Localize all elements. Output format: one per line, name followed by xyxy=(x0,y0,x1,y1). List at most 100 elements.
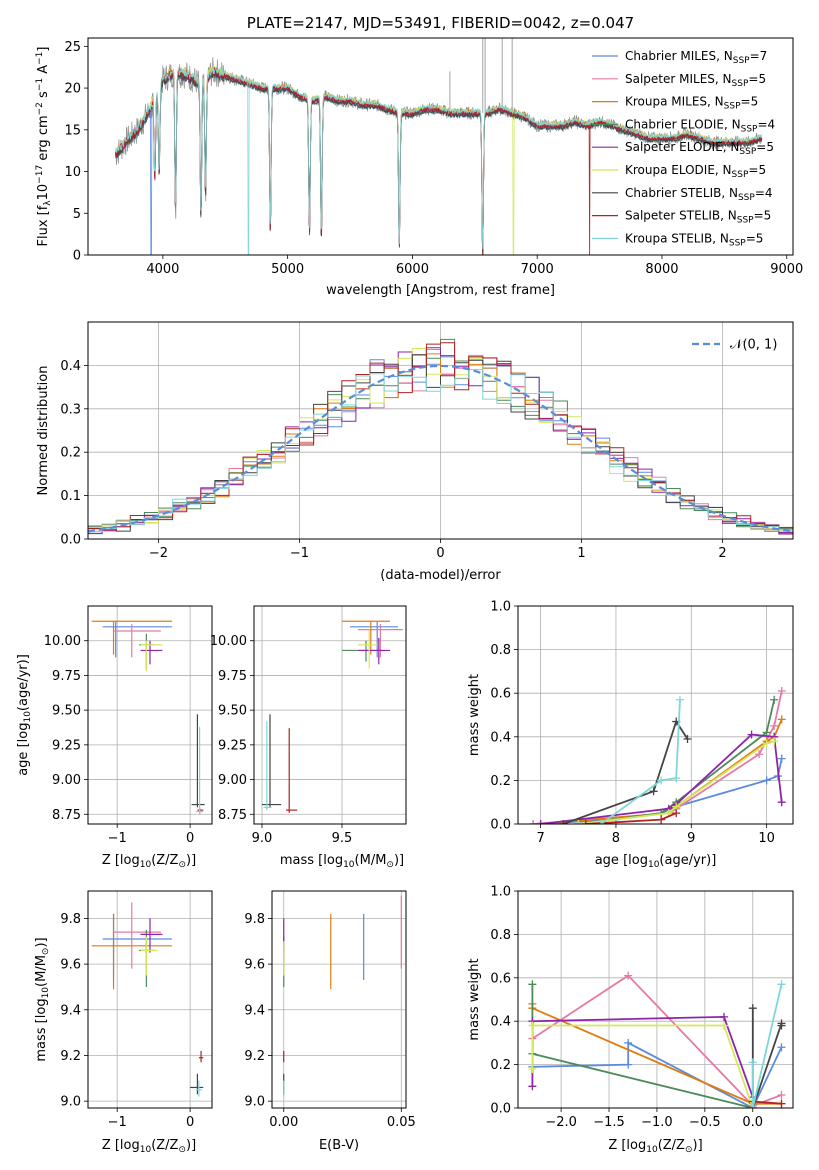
mz-xlabel: Z [log10(Z/Z⊙)] xyxy=(102,1138,196,1155)
residuals-xtick-label-0: −2 xyxy=(149,546,168,561)
mz-ytick-label-0: 9.0 xyxy=(60,1095,81,1110)
wage-ytick-label-4: 0.8 xyxy=(490,643,511,658)
wz-marker-salpeter_stelib-1 xyxy=(777,1099,786,1108)
wz-marker-chabrier_elodie-0 xyxy=(528,980,537,989)
wage-marker-chabrier_miles-6 xyxy=(777,754,786,763)
agez-ylabel-part-1: 10 xyxy=(23,711,33,723)
spectrum-legend-label-chabrier_miles-part-2: =7 xyxy=(750,49,768,63)
wage-marker-chabrier_elodie-4 xyxy=(770,695,779,704)
wz-xtick-label-0: −2.0 xyxy=(545,1115,577,1130)
wz-ylabel: mass weight xyxy=(467,958,482,1040)
agem-ytick-label-4: 9.75 xyxy=(218,669,247,684)
agem-ytick-label-1: 9.00 xyxy=(218,773,247,788)
mz-frame xyxy=(87,890,213,1109)
spectrum-xlabel: wavelength [Angstrom, rest frame] xyxy=(326,283,555,298)
mz-ylabel-part-0: mass [log xyxy=(34,998,49,1061)
mz-ylabel-part-3: ⊙ xyxy=(41,948,51,956)
residuals-hist-kroupa_stelib xyxy=(88,369,793,539)
wage-marker-chabrier_stelib-0 xyxy=(559,820,568,824)
agem-xlabel-part-4: )] xyxy=(394,853,404,868)
wz-xlabel-part-1: 10 xyxy=(646,1145,658,1155)
me-ytick-label-4: 9.8 xyxy=(244,912,265,927)
me-xtick-label-1: 0.05 xyxy=(387,1115,416,1130)
wage-line-kroupa_stelib xyxy=(600,699,681,824)
wage-xlabel: age [log10(age/yr)] xyxy=(595,853,717,870)
mz-ytick-label-2: 9.4 xyxy=(60,1003,81,1018)
spectrum-legend-label-salpeter_stelib-part-2: =5 xyxy=(754,209,772,223)
wage-marker-kroupa_elodie-0 xyxy=(574,820,583,824)
agem-xlabel-part-0: mass [log xyxy=(280,853,343,868)
agez-ytick-label-3: 9.50 xyxy=(52,704,81,719)
wage-plot xyxy=(529,687,786,824)
spectrum-legend-label-salpeter_miles-part-1: SSP xyxy=(732,79,749,89)
me-xlabel: E(B-V) xyxy=(319,1138,359,1153)
agem-ytick-label-3: 9.50 xyxy=(218,704,247,719)
wage-marker-salpeter_stelib-1 xyxy=(657,815,666,824)
wz-ytick-label-2: 0.4 xyxy=(490,1015,511,1030)
spectrum-legend-label-chabrier_elodie-part-0: Chabrier ELODIE, N xyxy=(625,117,741,131)
spectrum-legend-label-kroupa_stelib: Kroupa STELIB, NSSP=5 xyxy=(625,231,763,248)
spectrum-legend-label-salpeter_elodie-part-0: Salpeter ELODIE, N xyxy=(625,140,739,154)
mz-ytick-label-4: 9.8 xyxy=(60,912,81,927)
spectrum-legend-label-kroupa_elodie: Kroupa ELODIE, NSSP=5 xyxy=(625,163,766,180)
me-xtick-label-0: 0.00 xyxy=(269,1115,298,1130)
wage-line-kroupa_miles xyxy=(540,719,783,824)
agez-ytick-label-0: 8.75 xyxy=(52,808,81,823)
spectrum-ylabel-part-6: s xyxy=(36,91,51,102)
wz-plot xyxy=(528,971,786,1108)
spectrum-legend-label-chabrier_stelib-part-0: Chabrier STELIB, N xyxy=(625,186,738,200)
wage-line-salpeter_elodie xyxy=(540,733,783,824)
wage-ytick-label-5: 1.0 xyxy=(490,600,511,615)
spectrum-legend-label-chabrier_miles-part-0: Chabrier MILES, N xyxy=(625,49,733,63)
me-ytick-label-3: 9.6 xyxy=(244,958,265,973)
spectrum-ylabel-part-2: 10 xyxy=(36,184,51,201)
wage-ytick-label-3: 0.6 xyxy=(490,687,511,702)
residuals-xtick-label-4: 2 xyxy=(718,546,726,561)
wage-xtick-label-0: 7 xyxy=(536,831,544,846)
spectrum-ylabel-part-3: −17 xyxy=(35,165,45,184)
mz-xtick-label-1: 0 xyxy=(186,1115,194,1130)
agez-ylabel: age [log10(age/yr)] xyxy=(16,654,33,776)
wz-xlabel-part-2: (Z/Z xyxy=(658,1138,685,1153)
wage-marker-chabrier_elodie-3 xyxy=(762,728,771,737)
wz-line-salpeter_elodie xyxy=(531,1015,754,1098)
wage-axes: 7 8 9 10 0.0 0.2 0.4 0.6 0.8 1.0 xyxy=(490,600,794,846)
wz-xlabel-part-4: )] xyxy=(693,1138,703,1153)
spectrum-legend-label-kroupa_stelib-part-0: Kroupa STELIB, N xyxy=(625,231,729,245)
spectrum-legend-label-kroupa_elodie-part-1: SSP xyxy=(732,170,749,180)
wage-ytick-label-1: 0.2 xyxy=(490,774,511,789)
agez-frame xyxy=(87,605,213,825)
me-frame xyxy=(271,890,407,1109)
spectrum-title: PLATE=2147, MJD=53491, FIBERID=0042, z=0… xyxy=(247,14,634,32)
mz-xlabel-part-3: ⊙ xyxy=(178,1145,186,1155)
agem-xlabel-part-1: 10 xyxy=(343,860,355,870)
wage-marker-salpeter_elodie-3 xyxy=(747,730,756,739)
residuals-ylabel: Normed distribution xyxy=(36,366,51,496)
spectrum-legend-label-kroupa_miles-part-1: SSP xyxy=(724,102,741,112)
wz-xlabel-part-0: Z [log xyxy=(608,1138,646,1153)
wz-ytick-label-4: 0.8 xyxy=(490,928,511,943)
spectrum-frame xyxy=(87,37,794,256)
wz-marker-salpeter_elodie-0 xyxy=(528,1082,537,1091)
agez-xtick-label-0: −1 xyxy=(108,831,127,846)
wz-marker-chabrier_stelib-0 xyxy=(748,1004,757,1013)
wage-marker-kroupa_stelib-3 xyxy=(675,695,684,704)
wz-ytick-label-5: 1.0 xyxy=(490,885,511,900)
agez-axes: −1 0 8.75 9.00 9.25 9.50 9.75 10.00 xyxy=(44,605,213,846)
wage-xlabel-part-2: (age/yr)] xyxy=(659,853,716,868)
spectrum-ylabel-part-7: −1 xyxy=(35,78,45,91)
residuals-ytick-label-2: 0.2 xyxy=(60,446,81,461)
wz-ytick-label-0: 0.0 xyxy=(490,1102,511,1117)
mz-ylabel: mass [log10(M/M⊙)] xyxy=(34,937,51,1061)
me-ytick-label-1: 9.2 xyxy=(244,1049,265,1064)
wz-axes: −2.0 −1.5 −1.0 −0.5 0.0 0.0 0.2 0.4 0.6 0.8 1.0 xyxy=(490,885,794,1130)
wz-line-kroupa_stelib xyxy=(751,984,783,1108)
wz-marker-kroupa_elodie-2 xyxy=(720,1021,729,1030)
residuals-xlabel: (data-model)/error xyxy=(380,568,501,583)
me-frame-group: 0.00 0.05 9.0 9.2 9.4 9.6 9.8 xyxy=(244,890,416,1130)
wz-marker-salpeter_miles-3 xyxy=(777,1090,786,1099)
wage-marker-kroupa_stelib-0 xyxy=(596,820,605,824)
wz-line-kroupa_elodie xyxy=(531,1024,754,1108)
spectrum-xtick-label-2: 6000 xyxy=(396,262,429,277)
